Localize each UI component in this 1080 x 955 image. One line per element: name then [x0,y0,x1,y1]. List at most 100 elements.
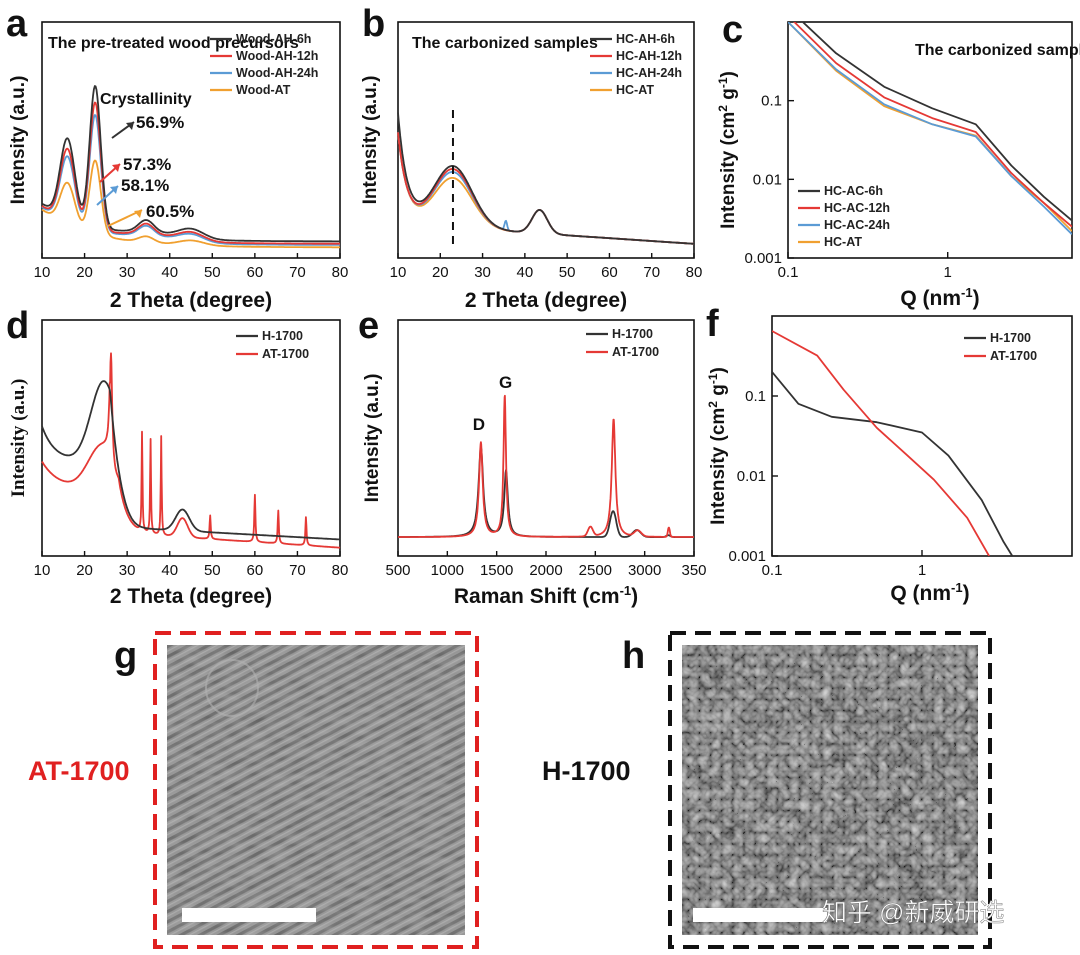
chart-d-line-AT-1700 [41,352,341,549]
chart-a-legend: Wood-AH-6h Wood-AH-12h Wood-AH-24h Wood-AT [210,32,318,97]
chart-f-ticks: 0.1 1 0.001 0.01 0.1 [728,388,926,579]
chart-b-title: The carbonized samples [412,35,598,52]
chart-b-xtick-label: 10 [390,264,407,281]
chart-a-crystallinity-Wood-AH-6h: 56.9% [136,113,184,132]
panel-f: f H-1700 AT-1700 0.1 1 0.001 0.01 0.1 Q (nm-1… [706,303,1073,605]
chart-a-line-Wood-AT [41,159,340,249]
chart-d-legend-entry: H-1700 [262,329,303,343]
chart-f-ytick-label: 0.01 [737,468,766,485]
chart-b-xtick-label: 30 [474,264,491,281]
panel-d: d H-1700 AT-1700 10 20 30 40 50 60 70 80 2 Theta… [6,305,348,608]
chart-c-line-HC-AC-12h [793,22,1072,228]
chart-b-line-HC-AT [397,132,695,245]
panel-letter-h: h [622,635,645,677]
chart-b-xtick-label: 40 [517,264,534,281]
chart-f-legend: H-1700 AT-1700 [964,331,1037,363]
tem-image-at1700-texture [167,645,465,935]
tem-frame-red [153,631,479,949]
chart-e-xtick-label: 2000 [529,562,562,579]
chart-d-legend-entry: AT-1700 [262,347,309,361]
chart-a-crystallinity-Wood-AT: 60.5% [146,202,194,221]
chart-d-xtick-label: 40 [161,562,178,579]
panel-letter-e: e [358,305,379,347]
chart-a-legend-entry: Wood-AH-6h [236,32,311,46]
chart-d-xtick-label: 70 [289,562,306,579]
chart-f-ytick-label: 0.001 [728,548,766,565]
chart-a-legend-entry: Wood-AT [236,83,291,97]
chart-f-line-H-1700 [772,371,1014,556]
chart-b-line-HC-AH-24h [397,132,695,245]
chart-a-ylabel: Intensity (a.u.) [8,76,29,205]
chart-d-series [41,352,341,549]
chart-a-annotation-title: Crystallinity [100,91,192,108]
chart-c-line-HC-AC-6h [801,22,1072,222]
chart-e-xtick-label: 2500 [579,562,612,579]
chart-c-xtick-label: 1 [944,264,952,281]
panel-a: a The pre-treated wood precursors Crysta… [6,3,348,312]
panel-letter-c: c [722,9,743,51]
chart-a-xtick-label: 40 [161,264,178,281]
chart-a-arrowhead-Wood-AT [134,210,142,218]
panel-c: c The carbonized samples HC-AC-6h HC-AC-1… [716,9,1080,310]
chart-c-ylabel: Intensity (cm2 g-1) [716,71,739,229]
chart-b-xtick-label: 20 [432,264,449,281]
panel-letter-d: d [6,305,29,347]
chart-c-legend: HC-AC-6h HC-AC-12h HC-AC-24h HC-AT [798,184,890,249]
chart-b-xtick-label: 80 [686,264,703,281]
chart-a-xtick-label: 20 [76,264,93,281]
chart-e-peak-G: G [499,373,512,392]
chart-c-ytick-label: 0.01 [753,171,782,188]
chart-b-line-HC-AH-12h [397,132,695,245]
chart-b-xtick-label: 60 [601,264,618,281]
chart-a-line-Wood-AH-12h [41,101,340,245]
chart-c-frame [787,21,1073,259]
chart-e-line-AT-1700 [397,394,695,538]
chart-a-xlabel: 2 Theta (degree) [110,289,272,312]
panel-h: h H-1700 知乎 @新威研选 [542,631,1005,949]
chart-d-xlabel: 2 Theta (degree) [110,585,272,608]
chart-b-legend-entry: HC-AT [616,83,654,97]
chart-a-legend-entry: Wood-AH-12h [236,49,318,63]
tem-swirl-feature [205,659,259,717]
chart-b-xtick-label: 50 [559,264,576,281]
chart-c-legend-entry: HC-AC-6h [824,184,883,198]
chart-e-xtick-label: 3000 [628,562,661,579]
chart-c-ytick-label: 0.1 [761,93,782,110]
chart-d-xtick-label: 20 [76,562,93,579]
chart-e-xtick-label: 1000 [431,562,464,579]
chart-c-title: The carbonized samples [915,42,1080,59]
chart-a-xtick-label: 50 [204,264,221,281]
chart-c-xlabel: Q (nm-1) [900,285,979,310]
chart-f-series [772,330,1014,556]
chart-e-series [397,394,695,538]
chart-e-line-H-1700 [397,446,695,538]
chart-f-legend-entry: H-1700 [990,331,1031,345]
chart-a-arrowhead-Wood-AH-12h [112,164,120,172]
tem-label-h1700: H-1700 [542,756,631,786]
chart-a-xtick-label: 70 [289,264,306,281]
chart-e-xlabel: Raman Shift (cm-1) [454,583,638,608]
chart-e-xtick-label: 1500 [480,562,513,579]
chart-b-line-HC-AH-6h [397,112,695,245]
chart-c-ytick-label: 0.001 [744,250,782,267]
chart-c-xtick-label: 0.1 [778,264,799,281]
chart-c-legend-entry: HC-AT [824,235,862,249]
chart-d-xtick-label: 50 [204,562,221,579]
chart-b-series [397,112,695,245]
chart-c-ticks: 0.1 1 0.001 0.01 0.1 [744,93,951,281]
chart-f-ytick-label: 0.1 [745,388,766,405]
chart-a-arrowhead-Wood-AH-24h [110,186,118,194]
tem-label-at1700: AT-1700 [28,756,130,786]
chart-e-ylabel: Intensity (a.u.) [362,374,383,503]
chart-a-frame [41,21,341,259]
panel-letter-g: g [114,635,137,677]
chart-a-line-Wood-AH-6h [41,85,340,243]
chart-e-xtick-label: 350 [681,562,706,579]
chart-b-legend-entry: HC-AH-24h [616,66,682,80]
panel-letter-b: b [362,3,385,45]
watermark: 知乎 @新威研选 [822,899,1004,927]
chart-e-legend-entry: H-1700 [612,327,653,341]
chart-a-series [41,85,340,249]
chart-a-xtick-label: 10 [34,264,51,281]
chart-e-peak-labels: DG [473,373,512,434]
